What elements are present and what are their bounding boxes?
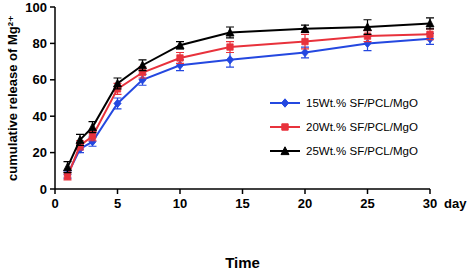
data-point xyxy=(227,44,233,50)
x-tick xyxy=(179,189,181,194)
y-tick-label: 60 xyxy=(33,72,47,87)
y-tick xyxy=(50,43,55,45)
data-point xyxy=(139,61,147,69)
x-tick-label: 30 xyxy=(423,196,437,211)
error-bar xyxy=(139,60,147,71)
legend-marker xyxy=(282,124,288,130)
x-tick xyxy=(117,189,119,194)
y-axis-label: cumulative release of Mg²⁺ xyxy=(5,15,20,181)
error-bar xyxy=(426,18,434,29)
x-tick xyxy=(242,189,244,194)
x-axis-label: Time xyxy=(225,254,260,271)
data-point xyxy=(427,31,433,37)
y-tick-label: 40 xyxy=(33,109,47,124)
data-point xyxy=(301,48,308,56)
data-point xyxy=(89,123,97,131)
x-tick xyxy=(367,189,369,194)
error-bar xyxy=(426,29,434,40)
legend-marker xyxy=(281,147,289,155)
data-point xyxy=(177,55,183,61)
data-point xyxy=(226,28,234,36)
error-bar xyxy=(364,20,372,35)
y-tick-label: 20 xyxy=(33,145,47,160)
error-bar xyxy=(114,78,122,89)
error-bar xyxy=(176,53,184,64)
legend: 15Wt.% SF/PCL/MgO 20Wt.% SF/PCL/MgO 25Wt.%… xyxy=(270,97,418,157)
data-point xyxy=(64,163,72,171)
y-tick-label: 0 xyxy=(40,182,47,197)
x-tick-label: 10 xyxy=(173,196,187,211)
error-bar xyxy=(114,98,122,109)
error-bar xyxy=(301,25,309,32)
series-line xyxy=(68,39,431,175)
chart-container: 0 20 40 60 80 100 0 5 10 15 20 25 30 day Time cumulativ… xyxy=(0,0,473,276)
y-tick xyxy=(50,79,55,81)
x-tick-label: 25 xyxy=(360,196,374,211)
legend-marker xyxy=(281,99,288,107)
x-tick xyxy=(54,189,56,194)
y-tick xyxy=(50,152,55,154)
plot-area xyxy=(64,18,435,180)
error-bar xyxy=(64,162,72,173)
data-point xyxy=(114,99,121,107)
x-tick-label: 0 xyxy=(51,196,58,211)
error-bar xyxy=(176,42,184,49)
error-bar xyxy=(301,34,309,49)
series xyxy=(64,29,435,180)
data-point xyxy=(302,38,308,44)
legend-label: 25Wt.% SF/PCL/MgO xyxy=(306,145,418,157)
error-bar xyxy=(226,27,234,38)
series-line xyxy=(68,34,431,176)
x-tick-label: 15 xyxy=(235,196,249,211)
data-point xyxy=(76,136,84,144)
chart: 0 20 40 60 80 100 0 5 10 15 20 25 30 day Time cumulativ… xyxy=(0,0,473,276)
error-bar xyxy=(226,53,234,68)
data-point xyxy=(64,173,70,179)
x-unit: day xyxy=(444,196,467,211)
y-tick xyxy=(50,115,55,117)
y-tick-label: 100 xyxy=(25,0,47,15)
error-bar xyxy=(64,173,72,180)
data-point xyxy=(176,41,184,49)
x-tick xyxy=(429,189,431,194)
data-point xyxy=(426,19,434,27)
data-point xyxy=(364,23,372,31)
error-bar xyxy=(89,122,97,133)
y-tick xyxy=(50,6,55,8)
x-tick xyxy=(304,189,306,194)
data-point xyxy=(226,56,233,64)
data-point xyxy=(301,25,309,33)
data-point xyxy=(114,79,122,87)
error-bar xyxy=(76,134,84,145)
series-line xyxy=(68,23,431,167)
x-tick-label: 20 xyxy=(298,196,312,211)
data-point xyxy=(89,133,95,139)
series xyxy=(64,33,435,178)
y-axis xyxy=(54,7,56,189)
x-tick-label: 5 xyxy=(114,196,121,211)
series xyxy=(64,18,435,173)
error-bar xyxy=(226,42,234,53)
legend-label: 20Wt.% SF/PCL/MgO xyxy=(306,121,418,133)
y-tick-label: 80 xyxy=(33,36,47,51)
legend-label: 15Wt.% SF/PCL/MgO xyxy=(306,97,418,109)
